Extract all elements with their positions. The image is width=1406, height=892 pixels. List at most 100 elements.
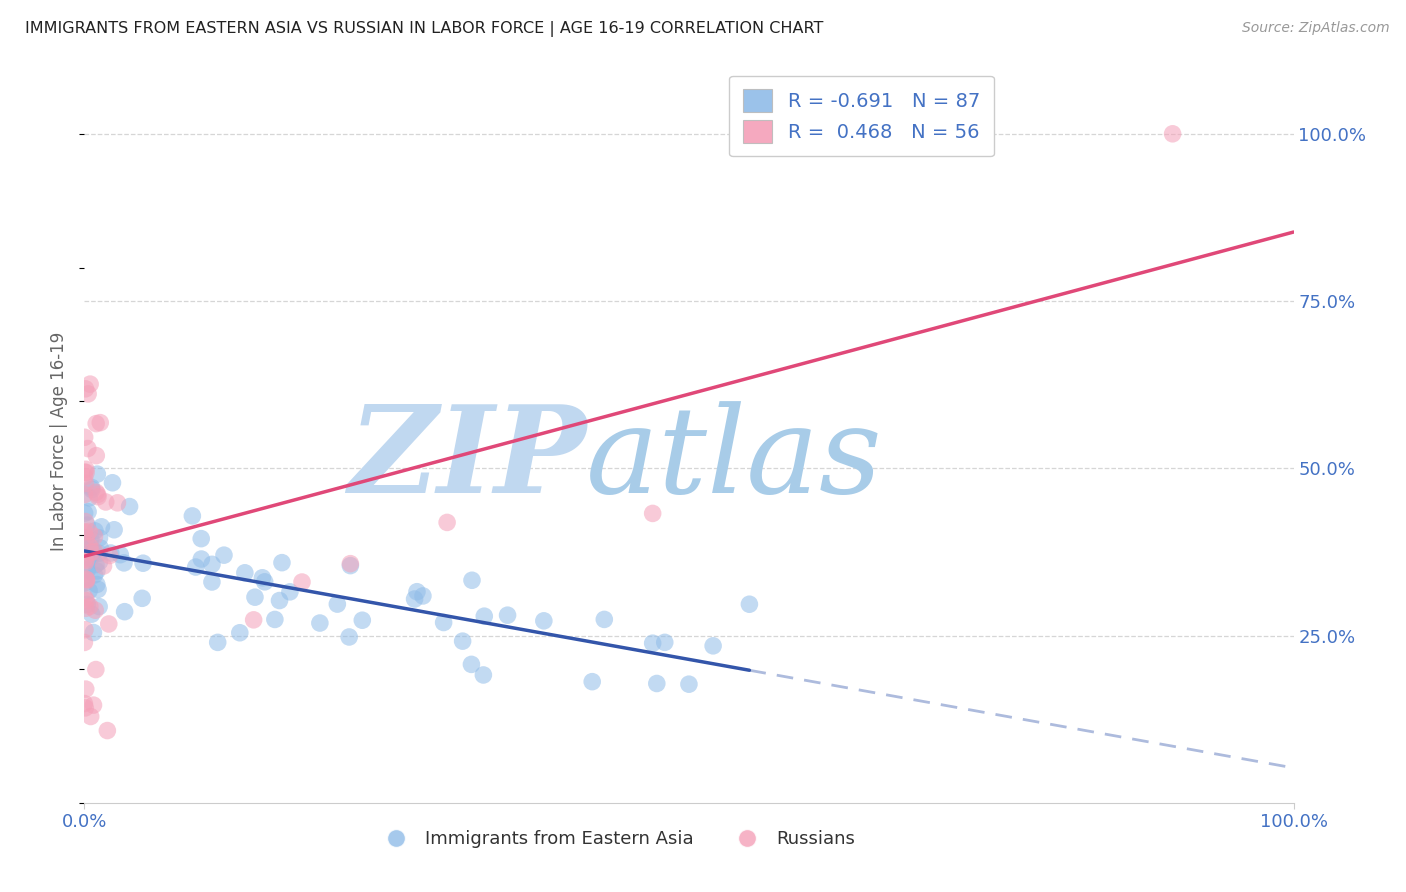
Point [73, 591, 96, 606]
Point [83, 544, 105, 558]
Point [229, 625, 252, 640]
Point [252, 571, 274, 585]
Point [87, 582, 110, 597]
Point [76, 563, 98, 577]
Point [84, 524, 107, 538]
Point [73, 430, 96, 444]
Point [83, 529, 105, 543]
Point [496, 608, 519, 623]
Point [654, 635, 676, 649]
Point [337, 630, 360, 644]
Point [73, 487, 96, 501]
Point [76, 574, 98, 588]
Point [75, 553, 97, 567]
Point [641, 507, 664, 521]
Point [80, 532, 103, 546]
Point [201, 574, 224, 589]
Point [472, 609, 495, 624]
Point [80, 480, 103, 494]
Point [80, 483, 103, 497]
Point [75, 701, 97, 715]
Point [75, 533, 97, 547]
Point [118, 500, 141, 514]
Point [79, 491, 101, 505]
Point [412, 589, 434, 603]
Point [75, 476, 97, 491]
Point [86, 564, 108, 578]
Point [75, 682, 97, 697]
Point [73, 697, 96, 711]
Point [73, 524, 96, 539]
Point [291, 574, 314, 589]
Point [89, 541, 111, 555]
Point [77, 387, 100, 401]
Point [73, 534, 96, 549]
Point [326, 597, 349, 611]
Point [451, 634, 474, 648]
Point [86, 487, 108, 501]
Point [114, 605, 136, 619]
Point [84, 603, 107, 617]
Point [269, 593, 291, 607]
Point [76, 598, 98, 612]
Point [79, 599, 101, 614]
Point [75, 555, 97, 569]
Point [76, 532, 98, 546]
Point [73, 623, 96, 637]
Point [76, 442, 98, 456]
Point [79, 551, 101, 566]
Point [339, 558, 361, 573]
Point [75, 462, 97, 476]
Point [87, 490, 110, 504]
Point [271, 556, 294, 570]
Point [278, 585, 301, 599]
Text: ZIP: ZIP [347, 401, 586, 519]
Point [77, 505, 100, 519]
Text: atlas: atlas [586, 401, 883, 518]
Point [73, 465, 96, 479]
Point [263, 612, 285, 626]
Point [461, 574, 484, 588]
Point [460, 657, 482, 672]
Point [75, 466, 97, 480]
Point [233, 566, 256, 580]
Point [75, 593, 97, 607]
Point [436, 516, 458, 530]
Point [79, 540, 101, 554]
Point [90, 520, 112, 534]
Point [533, 614, 555, 628]
Point [89, 531, 111, 545]
Text: IMMIGRANTS FROM EASTERN ASIA VS RUSSIAN IN LABOR FORCE | AGE 16-19 CORRELATION C: IMMIGRANTS FROM EASTERN ASIA VS RUSSIAN … [25, 21, 824, 37]
Point [73, 534, 96, 549]
Point [73, 635, 96, 649]
Point [73, 552, 96, 566]
Point [89, 599, 111, 614]
Point [94, 495, 117, 509]
Point [352, 613, 374, 627]
Point [75, 515, 97, 529]
Point [73, 469, 96, 483]
Point [75, 601, 97, 615]
Point [75, 531, 97, 545]
Point [190, 552, 212, 566]
Point [76, 572, 98, 586]
Point [77, 583, 100, 598]
Point [83, 568, 105, 582]
Point [242, 613, 264, 627]
Point [73, 506, 96, 520]
Point [89, 555, 111, 569]
Point [76, 540, 98, 554]
Point [472, 668, 495, 682]
Point [433, 615, 456, 630]
Point [110, 548, 132, 562]
Point [84, 449, 107, 463]
Point [207, 635, 229, 649]
Point [404, 592, 426, 607]
Point [79, 377, 101, 392]
Y-axis label: In Labor Force | Age 16-19: In Labor Force | Age 16-19 [51, 332, 69, 551]
Point [339, 557, 361, 571]
Point [112, 556, 135, 570]
Point [87, 546, 110, 560]
Point [80, 709, 103, 723]
Point [77, 524, 100, 539]
